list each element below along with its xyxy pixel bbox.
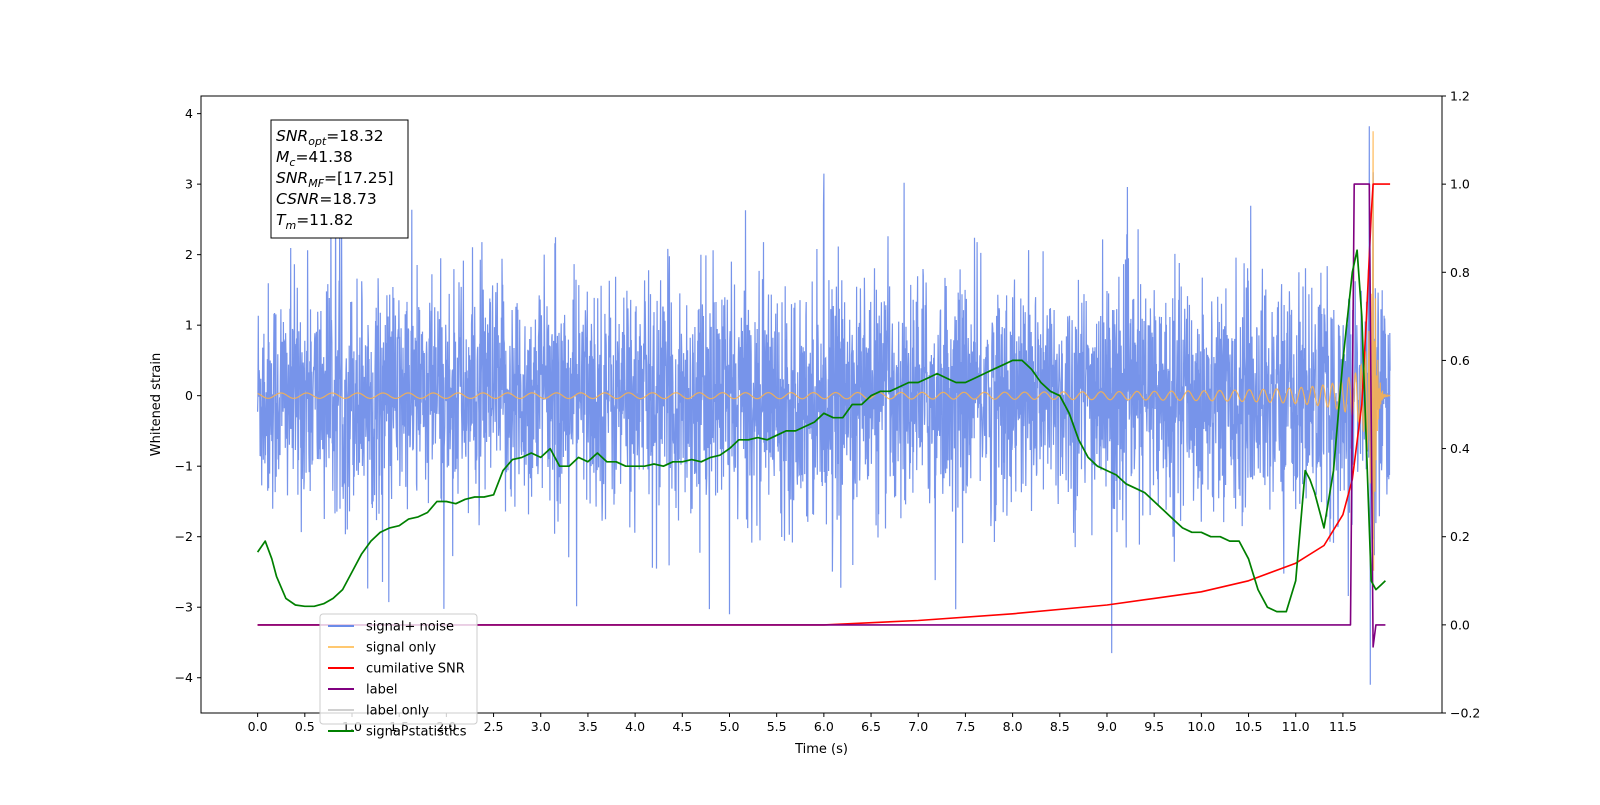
- x-tick-label: 6.0: [814, 719, 834, 734]
- legend-label: signal statistics: [366, 725, 467, 740]
- y-axis-right: 1.2 1.0 0.8 0.6 0.4 0.2 0.0 −0.2: [1442, 89, 1480, 721]
- x-tick-label: 10.5: [1235, 719, 1263, 734]
- series-label: [257, 183, 1386, 648]
- y-right-tick-label: 1.2: [1450, 89, 1470, 104]
- y-left-tick-label: 3: [185, 177, 193, 192]
- x-tick-label: 9.5: [1144, 719, 1164, 734]
- x-tick-label: 0.5: [295, 719, 315, 734]
- series-signal-only: [257, 131, 1391, 571]
- y-left-tick-label: 1: [185, 318, 193, 333]
- x-tick-label: 11.5: [1329, 719, 1357, 734]
- legend-label: signal+ noise: [366, 620, 454, 635]
- x-tick-label: 8.5: [1050, 719, 1070, 734]
- annotation-frame: [270, 119, 409, 239]
- y-left-tick-label: −1: [175, 459, 193, 474]
- annotation-line: Tm=11.82: [276, 211, 354, 232]
- stats-annotation-box: SNRopt=18.32Mc=41.38SNRMF=[17.25]CSNR=18…: [270, 119, 409, 239]
- series-layer: [256, 126, 1391, 685]
- x-tick-label: 2.5: [484, 719, 504, 734]
- x-axis: 0.0 0.5 1.0 1.5 2.0 2.5 3.0 3.5 4.0 4.5 5.0 5.5 6.0 6…: [248, 713, 1357, 734]
- y-left-tick-label: −4: [175, 670, 193, 685]
- y-right-tick-label: 0.8: [1450, 265, 1470, 280]
- x-tick-label: 0.0: [248, 719, 268, 734]
- legend-frame: [319, 613, 478, 725]
- x-tick-label: 5.5: [767, 719, 787, 734]
- x-tick-label: 11.0: [1282, 719, 1310, 734]
- y-right-tick-label: 0.4: [1450, 441, 1470, 456]
- y-right-tick-label: 1.0: [1450, 177, 1470, 192]
- x-tick-label: 4.0: [625, 719, 645, 734]
- x-tick-label: 4.5: [672, 719, 692, 734]
- x-axis-label: Time (s): [794, 742, 848, 757]
- legend-label: signal only: [366, 641, 436, 656]
- x-tick-label: 3.0: [531, 719, 551, 734]
- y-left-tick-label: 4: [185, 106, 193, 121]
- x-tick-label: 6.5: [861, 719, 881, 734]
- annotation-line: SNRMF=[17.25]: [276, 169, 394, 190]
- x-tick-label: 9.0: [1097, 719, 1117, 734]
- x-tick-label: 3.5: [578, 719, 598, 734]
- x-tick-label: 10.0: [1187, 719, 1215, 734]
- x-tick-label: 7.5: [955, 719, 975, 734]
- y-right-tick-label: 0.6: [1450, 353, 1470, 368]
- y-left-tick-label: −3: [175, 600, 193, 615]
- legend-label: label: [366, 683, 397, 698]
- y-left-tick-label: −2: [175, 529, 193, 544]
- x-tick-label: 5.0: [720, 719, 740, 734]
- annotation-line: CSNR=18.73: [276, 190, 377, 208]
- annotation-line: Mc=41.38: [276, 148, 353, 169]
- x-tick-label: 7.0: [908, 719, 928, 734]
- series-signal-noise: [257, 126, 1391, 685]
- legend-label: label only: [366, 704, 429, 719]
- annotation-line: SNRopt=18.32: [276, 127, 384, 148]
- x-tick-label: 8.0: [1003, 719, 1023, 734]
- y-right-tick-label: 0.0: [1450, 617, 1470, 632]
- plot-frame: [200, 95, 1443, 714]
- y-axis-left-label: Whitened strain: [149, 353, 164, 456]
- series-cumulative-snr: [257, 183, 1391, 626]
- y-right-tick-label: 0.2: [1450, 529, 1470, 544]
- legend-label: cumilative SNR: [366, 662, 465, 677]
- y-right-tick-label: −0.2: [1450, 706, 1480, 721]
- y-left-tick-label: 2: [185, 247, 193, 262]
- series-signal-statistics: [256, 249, 1386, 613]
- legend: signal+ noise signal only cumilative SNR la…: [319, 613, 478, 740]
- y-axis-left: 4 3 2 1 0 −1 −2 −3 −4: [175, 106, 201, 685]
- y-left-tick-label: 0: [185, 388, 193, 403]
